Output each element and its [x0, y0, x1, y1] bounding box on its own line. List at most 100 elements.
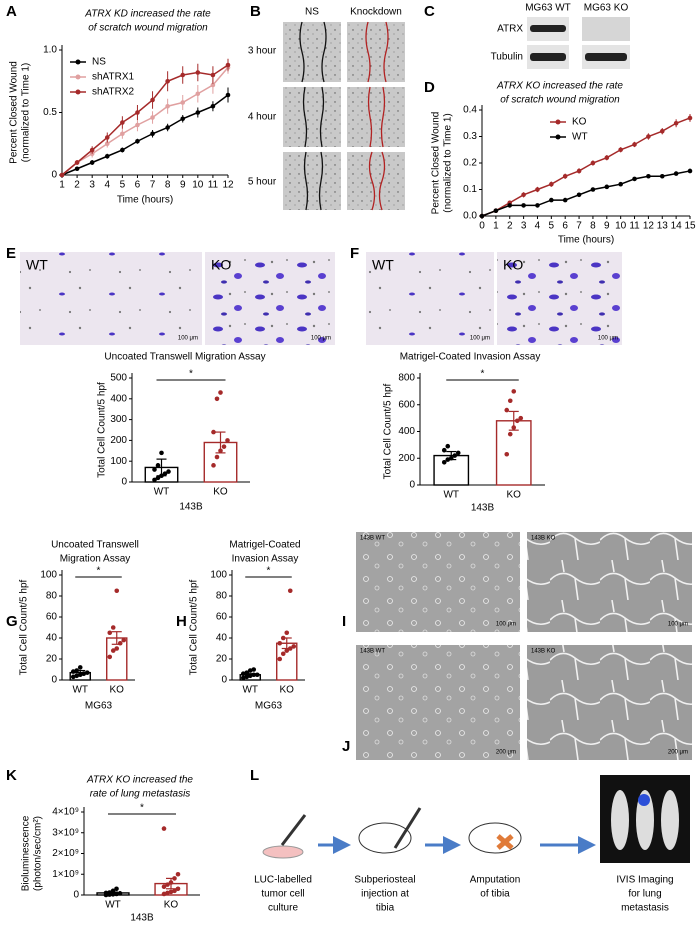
- panel-e-images: WT KO 100 μm 100 μm: [20, 252, 335, 345]
- legend-label: shATRX1: [92, 72, 134, 83]
- y-tick-label: 0: [73, 890, 79, 901]
- y-axis-label: Total Cell Count/5 hpf: [189, 579, 200, 675]
- significance-label: *: [97, 566, 101, 577]
- x-tick-label: 11: [208, 180, 219, 191]
- dish: [262, 845, 304, 859]
- data-point: [150, 131, 155, 137]
- image-label: WT: [372, 257, 394, 273]
- legend-label: KO: [572, 117, 587, 128]
- data-point: [521, 192, 526, 198]
- data-point: [221, 444, 227, 449]
- data-point: [152, 467, 157, 472]
- data-point: [659, 173, 665, 179]
- panel-label: L: [250, 767, 259, 784]
- step-label: tumor cell: [261, 889, 304, 900]
- panel-l: [262, 775, 690, 863]
- step-label: of tibia: [480, 889, 510, 900]
- chart-title: ATRX KO increased the rate: [496, 81, 623, 92]
- data-point: [493, 208, 499, 213]
- syringe: [280, 814, 307, 846]
- data-point: [511, 389, 517, 394]
- legend-marker: [555, 119, 561, 125]
- panel-label: E: [6, 245, 16, 262]
- data-point: [214, 454, 220, 460]
- chart-title: of scratch wound migration: [88, 23, 208, 34]
- panel-f-images: WT KO 100 μm 100 μm: [366, 252, 622, 345]
- data-point: [646, 173, 651, 179]
- data-point: [195, 70, 201, 75]
- data-point: [535, 203, 540, 208]
- x-tick-label: KO: [110, 685, 125, 696]
- x-tick-label: 9: [180, 180, 186, 191]
- panel-label: B: [250, 3, 261, 20]
- data-point: [103, 890, 109, 896]
- data-point: [562, 173, 568, 179]
- chart-title: Invasion Assay: [232, 554, 299, 565]
- data-point: [521, 203, 526, 208]
- row-label: Tubulin: [491, 52, 523, 63]
- legend-marker: [555, 134, 561, 140]
- x-tick-label: 15: [684, 221, 696, 232]
- data-point: [74, 166, 80, 172]
- y-tick-label: 0.5: [43, 107, 57, 118]
- data-point: [549, 181, 554, 187]
- micrograph: [205, 252, 335, 345]
- data-point: [514, 418, 520, 424]
- step-label: metastasis: [621, 903, 669, 914]
- x-tick-label: 2: [507, 221, 513, 232]
- micrograph: [283, 22, 341, 82]
- data-point: [114, 886, 119, 892]
- data-point: [287, 588, 293, 594]
- x-axis-label: 143B: [179, 502, 203, 513]
- data-point: [110, 648, 116, 653]
- data-point: [659, 128, 665, 134]
- column-label: MG63 KO: [584, 3, 629, 14]
- data-point: [240, 671, 246, 676]
- data-point: [590, 160, 596, 166]
- data-point: [240, 675, 246, 681]
- data-point: [247, 668, 253, 673]
- y-tick-label: 80: [46, 591, 58, 602]
- data-point: [89, 160, 95, 165]
- data-point: [507, 431, 513, 437]
- data-point: [632, 142, 637, 147]
- data-point: [114, 588, 120, 594]
- x-axis-label: 143B: [130, 913, 154, 924]
- x-tick-label: 8: [165, 180, 171, 191]
- mouse: [661, 790, 679, 850]
- x-tick-label: 5: [549, 221, 555, 232]
- x-tick-label: KO: [280, 685, 295, 696]
- y-tick-label: 400: [110, 393, 127, 404]
- step-label: injection at: [361, 889, 409, 900]
- data-point: [155, 475, 161, 481]
- chart-title: Migration Assay: [60, 554, 131, 565]
- data-point: [211, 463, 216, 468]
- data-point: [104, 135, 110, 140]
- syringe: [393, 807, 422, 849]
- x-tick-label: KO: [507, 490, 522, 501]
- y-tick-label: 80: [216, 591, 228, 602]
- data-point: [120, 120, 125, 125]
- data-point: [104, 141, 110, 147]
- legend-marker: [75, 89, 81, 95]
- data-point: [218, 390, 223, 395]
- data-point: [121, 637, 127, 643]
- y-axis-label: (normalized to Time 1): [21, 63, 32, 162]
- y-tick-label: 300: [110, 414, 127, 425]
- data-point: [225, 438, 230, 443]
- panel-label: C: [424, 3, 435, 20]
- data-point: [161, 884, 167, 889]
- y-axis-label: Bioluminescence: [21, 815, 32, 891]
- micrograph: [347, 22, 405, 82]
- micrograph: [497, 252, 622, 345]
- x-axis-label: 143B: [471, 503, 495, 514]
- data-point: [77, 665, 83, 670]
- y-tick-label: 60: [46, 612, 58, 623]
- x-axis-label: Time (hours): [117, 195, 173, 206]
- chart-title: Uncoated Transwell Migration Assay: [104, 352, 265, 363]
- data-point: [70, 674, 76, 680]
- data-point: [107, 654, 113, 660]
- y-tick-label: 100: [40, 570, 57, 581]
- data-point: [168, 889, 174, 895]
- data-point: [172, 888, 177, 894]
